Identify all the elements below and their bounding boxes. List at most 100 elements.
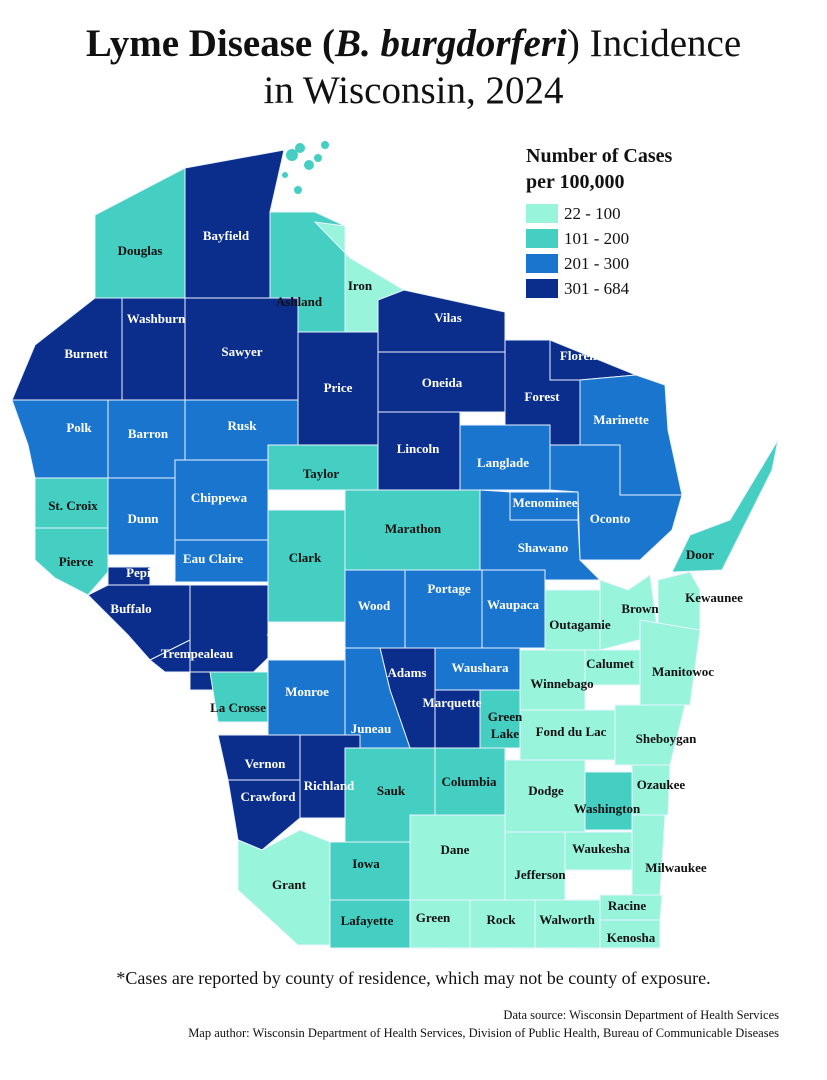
title-line2: in Wisconsin, 2024 <box>263 69 564 112</box>
county-label-vilas: Vilas <box>434 310 462 325</box>
legend-item: 301 - 684 <box>526 276 726 301</box>
county-label-iowa: Iowa <box>352 856 380 871</box>
county-label-dane: Dane <box>441 842 470 857</box>
county-label-racine: Racine <box>608 898 647 913</box>
county-label-burnett: Burnett <box>64 346 108 361</box>
apostle-island <box>294 186 302 194</box>
county-label-outagamie: Outagamie <box>549 617 611 632</box>
county-label-dodge: Dodge <box>528 783 564 798</box>
county-label-fond-du-lac: Fond du Lac <box>536 724 607 739</box>
footnote: *Cases are reported by county of residen… <box>116 968 711 988</box>
map-title: Lyme Disease (B. burgdorferi) Incidence … <box>0 20 827 114</box>
county-label-rusk: Rusk <box>228 418 258 433</box>
legend: Number of Cases per 100,000 22 - 100 101 … <box>526 143 726 301</box>
county-jefferson <box>504 831 566 901</box>
county-label-washburn: Washburn <box>127 311 186 326</box>
county-label-clark: Clark <box>289 550 322 565</box>
county-label-buffalo: Buffalo <box>110 601 151 616</box>
legend-label: 101 - 200 <box>564 228 630 248</box>
county-label-juneau: Juneau <box>351 721 391 736</box>
county-label-winnebago: Winnebago <box>530 676 593 691</box>
county-label-taylor: Taylor <box>303 466 340 481</box>
county-label-chippewa: Chippewa <box>191 490 248 505</box>
county-oconto <box>549 444 683 561</box>
county-label-dunn: Dunn <box>127 511 159 526</box>
county-label-line: Green <box>488 709 523 724</box>
county-label-grant: Grant <box>272 877 307 892</box>
county-douglas <box>94 167 186 299</box>
map-author: Map author: Wisconsin Department of Heal… <box>188 1026 779 1040</box>
legend-rows: 22 - 100 101 - 200 201 - 300 301 - 684 <box>526 201 726 301</box>
county-label-sheboygan: Sheboygan <box>636 731 697 746</box>
legend-swatch <box>526 229 558 248</box>
legend-swatch <box>526 204 558 223</box>
apostle-island <box>295 143 305 153</box>
legend-item: 201 - 300 <box>526 251 726 276</box>
county-label-waushara: Waushara <box>451 660 509 675</box>
county-label-portage: Portage <box>427 581 471 596</box>
county-polk <box>11 399 109 479</box>
apostle-island <box>314 154 322 162</box>
county-label-line: Lake <box>491 726 519 741</box>
legend-title-line1: Number of Cases <box>526 145 673 167</box>
county-label-green: Green <box>416 910 451 925</box>
county-label-pepin: Pepin <box>126 565 159 580</box>
county-label-oconto: Oconto <box>590 511 630 526</box>
county-label-polk: Polk <box>66 420 92 435</box>
legend-swatch <box>526 279 558 298</box>
county-label-florence: Florence <box>560 348 608 363</box>
county-label-price: Price <box>324 380 353 395</box>
county-grant <box>237 829 331 946</box>
county-label-washington: Washington <box>574 801 641 816</box>
county-label-marathon: Marathon <box>385 521 442 536</box>
county-shapes <box>11 141 779 949</box>
county-juneau <box>344 647 411 749</box>
county-label-marinette: Marinette <box>593 412 649 427</box>
wisconsin-county-map: Douglas Bayfield Ashland Iron Vilas Florence B… <box>11 141 779 949</box>
county-label-richland: Richland <box>304 778 355 793</box>
county-label-jackson: Jackson <box>267 624 313 639</box>
county-label-jefferson: Jefferson <box>514 867 566 882</box>
county-label-rock: Rock <box>487 912 517 927</box>
county-label-trempealeau: Trempealeau <box>161 646 233 661</box>
legend-title-line2: per 100,000 <box>526 171 625 193</box>
county-label-waukesha: Waukesha <box>572 841 630 856</box>
data-source: Data source: Wisconsin Department of Hea… <box>503 1008 779 1022</box>
legend-label: 301 - 684 <box>564 278 630 298</box>
county-label-calumet: Calumet <box>586 656 634 671</box>
county-crawford <box>227 779 301 851</box>
legend-item: 22 - 100 <box>526 201 726 226</box>
county-label-green-lake: Green Lake <box>488 709 523 741</box>
county-label-lafayette: Lafayette <box>341 913 394 928</box>
legend-label: 201 - 300 <box>564 253 630 273</box>
county-label-manitowoc: Manitowoc <box>652 664 714 679</box>
county-label-milwaukee: Milwaukee <box>645 860 707 875</box>
county-label-oneida: Oneida <box>422 375 463 390</box>
county-label-ozaukee: Ozaukee <box>637 777 686 792</box>
county-label-barron: Barron <box>128 426 169 441</box>
county-label-la-crosse: La Crosse <box>210 700 266 715</box>
county-label-st-croix: St. Croix <box>48 498 98 513</box>
county-bayfield <box>184 149 285 299</box>
county-label-pierce: Pierce <box>59 554 94 569</box>
county-label-brown: Brown <box>621 601 659 616</box>
county-label-sauk: Sauk <box>377 783 406 798</box>
county-label-columbia: Columbia <box>442 774 497 789</box>
county-label-adams: Adams <box>387 665 426 680</box>
county-label-crawford: Crawford <box>241 789 297 804</box>
legend-item: 101 - 200 <box>526 226 726 251</box>
county-label-monroe: Monroe <box>285 684 329 699</box>
legend-title: Number of Cases per 100,000 <box>526 143 726 195</box>
county-label-sawyer: Sawyer <box>221 344 262 359</box>
county-kenosha <box>599 919 661 949</box>
county-label-kenosha: Kenosha <box>607 930 656 945</box>
apostle-island <box>304 160 314 170</box>
county-label-iron: Iron <box>348 278 373 293</box>
county-labels: Douglas Bayfield Ashland Iron Vilas Florence B… <box>48 228 743 945</box>
county-label-vernon: Vernon <box>245 756 286 771</box>
county-iowa <box>329 841 411 901</box>
county-label-langlade: Langlade <box>477 455 529 470</box>
title-suffix: ) Incidence <box>566 22 742 65</box>
legend-label: 22 - 100 <box>564 203 621 223</box>
county-label-walworth: Walworth <box>539 912 595 927</box>
